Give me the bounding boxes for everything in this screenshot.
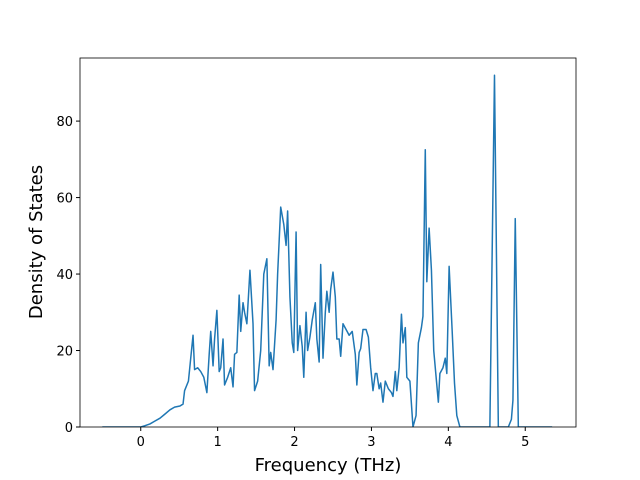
y-tick-label: 80 <box>56 115 73 130</box>
y-tick-label: 0 <box>65 421 73 436</box>
y-axis-label: Density of States <box>26 165 47 319</box>
x-tick-label: 2 <box>290 435 298 450</box>
plot-frame <box>79 57 577 428</box>
x-tick-label: 0 <box>137 435 145 450</box>
x-tick-label: 4 <box>444 435 452 450</box>
x-tick-label: 1 <box>214 435 222 450</box>
y-tick-label: 60 <box>56 192 73 207</box>
data-line <box>102 74 553 427</box>
x-axis-label: Frequency (THz) <box>255 455 402 476</box>
y-tick-label: 40 <box>56 268 73 283</box>
y-tick-label: 20 <box>56 345 73 360</box>
x-tick-label: 3 <box>367 435 375 450</box>
x-tick-label: 5 <box>521 435 529 450</box>
